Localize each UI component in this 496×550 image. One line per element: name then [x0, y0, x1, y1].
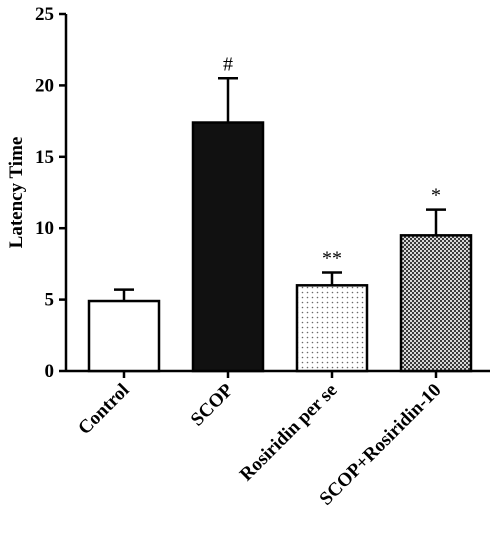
y-tick-label: 15	[35, 147, 54, 168]
y-axis: 0 5 10 15 20 25	[35, 4, 68, 382]
y-tick-label: 0	[45, 361, 55, 382]
y-axis-title: Latency Time	[6, 137, 27, 249]
x-category-label: SCOP	[187, 379, 238, 430]
y-tick-label: 10	[35, 218, 54, 239]
significance-mark: #	[223, 53, 233, 75]
y-tick-label: 5	[45, 290, 55, 311]
bar-rosiridin-per-se	[295, 284, 369, 373]
bar-scop-rosiridin-10	[399, 234, 473, 373]
x-category-label: Rosiridin per se	[236, 380, 342, 486]
bars: #***	[87, 53, 473, 373]
y-tick-label: 20	[35, 75, 54, 96]
significance-mark: **	[322, 247, 342, 269]
y-tick-label: 25	[35, 4, 54, 25]
bar-scop	[191, 121, 265, 373]
bar-control	[87, 299, 161, 373]
significance-mark: *	[431, 185, 441, 207]
x-category-label: Control	[74, 380, 133, 439]
